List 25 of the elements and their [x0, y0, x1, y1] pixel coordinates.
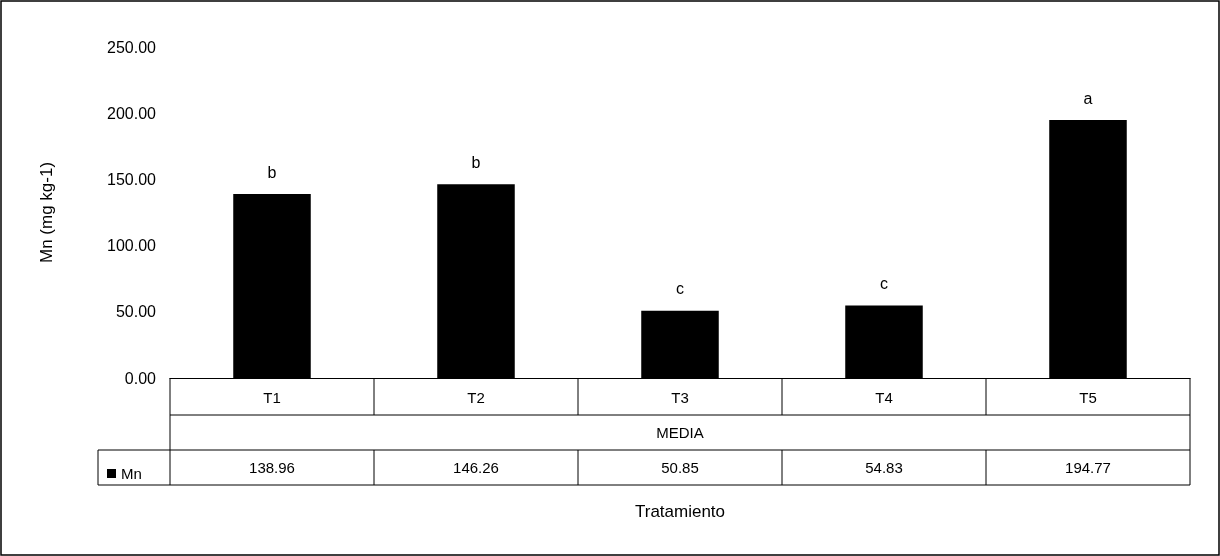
- x-tick-label: T2: [467, 389, 485, 406]
- annotation: c: [880, 274, 888, 292]
- x-tick-label: T1: [263, 389, 281, 406]
- x-tick-label: T5: [1079, 389, 1097, 406]
- data-label: 54.83: [865, 459, 903, 476]
- y-axis-title: Mn (mg kg-1): [37, 161, 56, 264]
- annotation: a: [1083, 89, 1093, 107]
- data-label: 194.77: [1065, 459, 1111, 476]
- annotation: b: [267, 163, 277, 181]
- y-tick-label: 50.00: [115, 303, 157, 321]
- data-label: 138.96: [249, 459, 295, 476]
- data-label: 146.26: [453, 459, 499, 476]
- y-tick-label: 250.00: [107, 38, 157, 56]
- text: Tratamiento: [634, 501, 726, 521]
- y-tick-label: 100.00: [107, 237, 157, 255]
- x-tick-label: T4: [875, 389, 893, 406]
- x-tick-label: T3: [671, 389, 689, 406]
- y-tick-label: 0.00: [124, 369, 157, 387]
- data-label: 50.85: [661, 459, 699, 476]
- annotation: b: [471, 153, 481, 171]
- y-tick-label: 200.00: [107, 104, 157, 122]
- annotation: c: [676, 280, 684, 298]
- y-tick-label: 150.00: [107, 170, 157, 188]
- text: MEDIA: [656, 424, 704, 441]
- legend-label: Mn: [121, 465, 142, 482]
